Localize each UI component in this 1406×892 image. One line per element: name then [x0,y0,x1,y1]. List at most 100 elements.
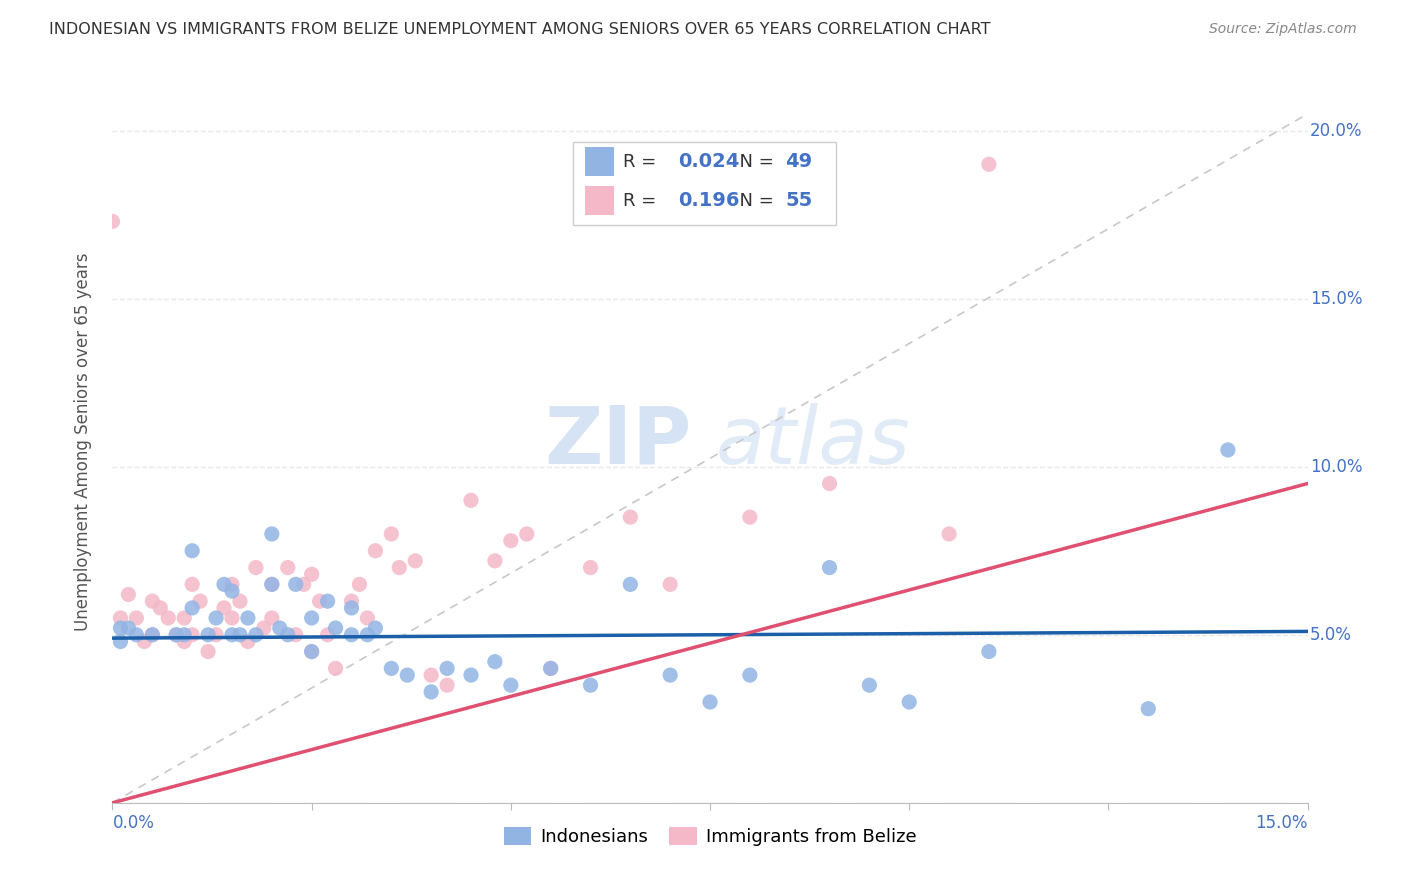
Text: ZIP: ZIP [546,402,692,481]
Point [484,554,506,568]
Point [205,611,228,625]
Point [340,600,363,615]
Text: 10.0%: 10.0% [1310,458,1362,475]
Bar [585,186,614,215]
Point [301,644,323,658]
Point [340,628,363,642]
Point [380,661,402,675]
Bar [585,147,614,177]
Point [181,600,204,615]
Point [420,668,443,682]
Point [977,644,1000,658]
Point [420,685,443,699]
Text: R =: R = [623,192,662,210]
Point [221,628,243,642]
Legend: Indonesians, Immigrants from Belize: Indonesians, Immigrants from Belize [495,818,925,855]
Point [134,634,156,648]
Point [364,621,387,635]
Point [212,600,235,615]
Point [165,628,187,642]
Point [245,628,267,642]
Point [579,560,602,574]
Point [325,661,347,675]
Point [396,668,419,682]
Point [165,628,187,642]
Point [301,611,323,625]
Point [245,560,267,574]
Point [898,695,921,709]
Point [284,577,307,591]
Text: 55: 55 [786,192,813,211]
Text: 15.0%: 15.0% [1256,814,1308,831]
Point [110,611,132,625]
Point [205,628,228,642]
Point [516,527,538,541]
Point [349,577,371,591]
Text: R =: R = [623,153,662,171]
Point [301,644,323,658]
Point [499,533,522,548]
Point [858,678,880,692]
Point [260,577,283,591]
Point [277,560,299,574]
Point [212,577,235,591]
Point [253,621,276,635]
Point [149,600,172,615]
Point [277,628,299,642]
Point [101,214,124,228]
Point [125,611,148,625]
Point [380,527,402,541]
Point [619,510,641,524]
Point [181,543,204,558]
Point [229,594,252,608]
Point [125,628,148,642]
Point [221,611,243,625]
Point [460,668,482,682]
Point [157,611,180,625]
Point [301,567,323,582]
Point [110,621,132,635]
Point [818,560,841,574]
FancyBboxPatch shape [572,142,835,225]
Point [499,678,522,692]
Point [269,621,291,635]
Point [236,611,259,625]
Point [540,661,562,675]
Point [659,668,682,682]
Point [117,621,139,635]
Point [1137,702,1160,716]
Point [738,668,761,682]
Text: 49: 49 [786,153,813,171]
Point [404,554,426,568]
Point [117,587,139,601]
Text: 20.0%: 20.0% [1310,121,1362,140]
Point [579,678,602,692]
Point [540,661,562,675]
Point [110,634,132,648]
Point [356,611,378,625]
Point [738,510,761,524]
Point [229,628,252,642]
Text: atlas: atlas [716,402,911,481]
Point [141,628,163,642]
Text: 0.0%: 0.0% [112,814,155,831]
Point [699,695,721,709]
Point [818,476,841,491]
Point [141,594,163,608]
Point [340,594,363,608]
Point [292,577,315,591]
Point [436,661,458,675]
Point [260,611,283,625]
Point [436,678,458,692]
Text: Source: ZipAtlas.com: Source: ZipAtlas.com [1209,22,1357,37]
Point [141,628,163,642]
Point [181,628,204,642]
Y-axis label: Unemployment Among Seniors over 65 years: Unemployment Among Seniors over 65 years [73,252,91,631]
Point [236,634,259,648]
Point [173,611,195,625]
Point [173,628,195,642]
Point [188,594,211,608]
Point [221,577,243,591]
Point [284,628,307,642]
Point [388,560,411,574]
